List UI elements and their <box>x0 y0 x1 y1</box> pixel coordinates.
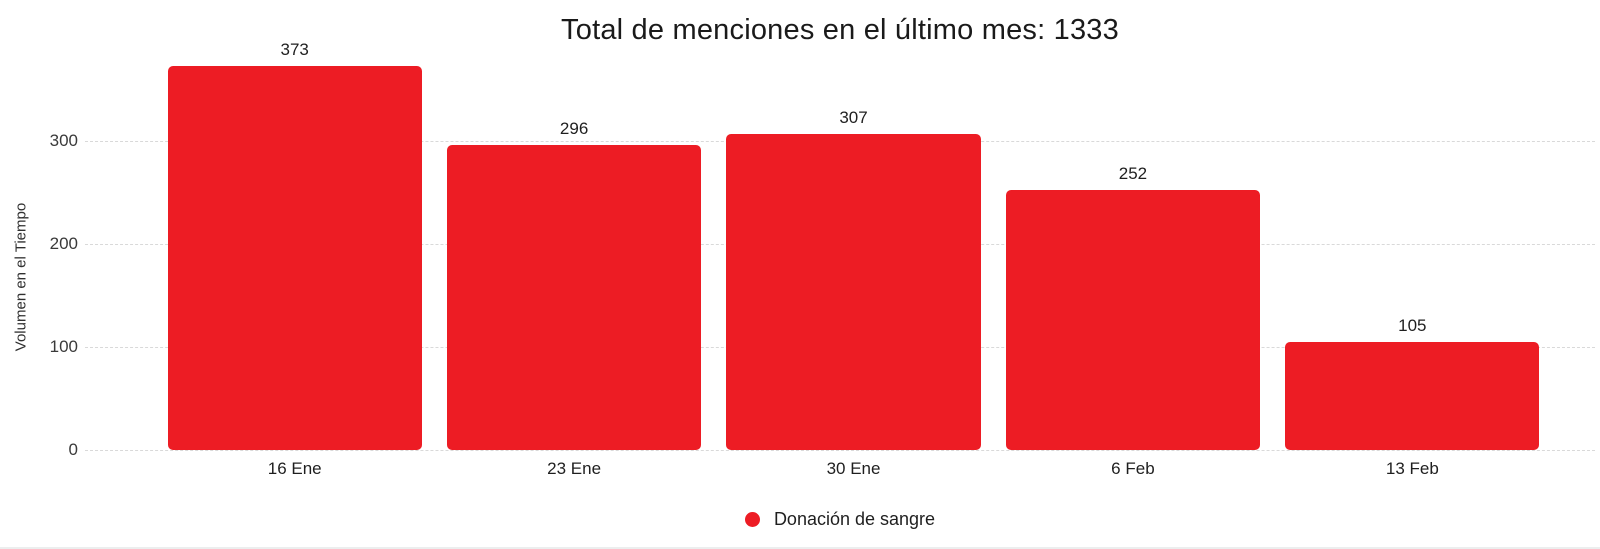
bar-column: 307 30 Ene <box>714 108 993 478</box>
bar-value-label: 373 <box>280 40 309 59</box>
x-tick-label: 6 Feb <box>1111 459 1155 478</box>
bar[interactable] <box>446 145 702 450</box>
bar[interactable] <box>167 66 422 450</box>
bar-column: 296 23 Ene <box>434 119 713 478</box>
x-tick-label: 16 Ene <box>267 459 322 478</box>
chart-title: Total de menciones en el último mes: 133… <box>561 14 1119 46</box>
y-tick-label: 300 <box>49 131 78 150</box>
legend-marker-icon <box>744 511 760 527</box>
x-tick-label: 13 Feb <box>1385 459 1439 478</box>
legend[interactable]: Donación de sangre <box>90 506 1590 532</box>
bar-value-label: 307 <box>839 108 868 127</box>
gridline <box>85 450 1595 451</box>
y-tick-label: 200 <box>49 234 78 253</box>
bar-value-label: 296 <box>559 119 589 138</box>
bar-value-label: 105 <box>1398 316 1427 335</box>
bar-column: 252 6 Feb <box>993 164 1272 478</box>
x-tick-label: 23 Ene <box>547 459 602 478</box>
y-tick-label: 0 <box>68 440 78 459</box>
bar-column: 373 16 Ene <box>155 40 434 478</box>
bar[interactable] <box>1285 342 1540 450</box>
x-tick-label: 30 Ene <box>826 459 881 478</box>
bar-column: 105 13 Feb <box>1273 316 1552 478</box>
bar-value-label: 252 <box>1118 164 1148 183</box>
bar[interactable] <box>726 134 981 450</box>
y-tick-label: 100 <box>49 337 78 356</box>
bars-area: 373 16 Ene 296 23 Ene 307 30 Ene 252 6 Feb 105 13… <box>155 0 1552 478</box>
legend-label: Donación de sangre <box>773 508 936 529</box>
bar[interactable] <box>1005 190 1261 450</box>
